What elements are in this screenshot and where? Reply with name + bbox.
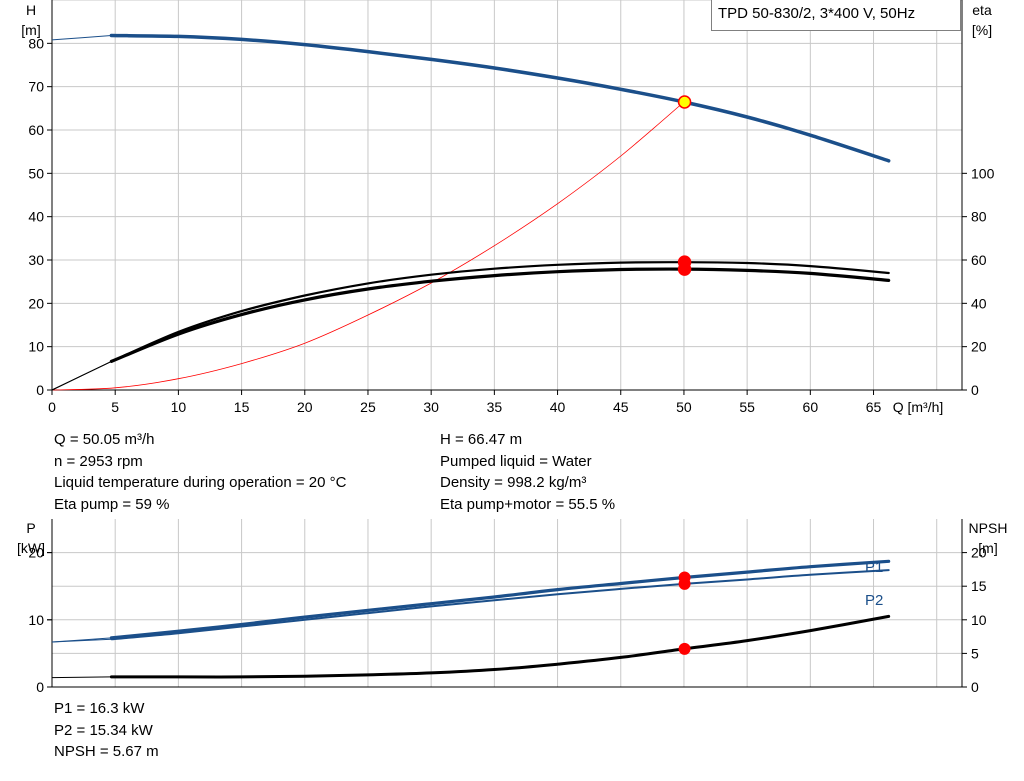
y-tick-label-left: 40 [28, 209, 44, 225]
y-tick-label-right: 40 [971, 295, 987, 311]
x-axis-label: Q [m³/h] [893, 399, 944, 415]
info-line: Density = 998.2 kg/m³ [440, 474, 587, 492]
y-tick-label-right: 20 [971, 339, 987, 355]
y-tick-label-left: 30 [28, 252, 44, 268]
head-curve-line [109, 33, 891, 163]
info-line: H = 66.47 m [440, 431, 523, 448]
p1-curve-line [109, 559, 891, 640]
p2-curve-line-extension [51, 638, 112, 643]
p2-curve-line [110, 569, 890, 641]
npsh-curve-line-extension [51, 676, 112, 679]
info-line: P2 = 15.34 kW [54, 721, 153, 739]
y-tick-label-right: 15 [971, 578, 987, 594]
y-axis-unit-left: [kW] [17, 540, 45, 556]
y-axis-label-right: NPSH [969, 520, 1008, 536]
operating-point-marker [678, 642, 691, 655]
y-tick-label-left: 80 [28, 35, 44, 51]
operating-point-marker [677, 262, 692, 276]
y-axis-unit-right: [m] [978, 540, 997, 556]
npsh-curve-line [109, 614, 891, 679]
eta-pump-curve-line [110, 261, 890, 363]
y-tick-label-right: 100 [971, 165, 995, 181]
y-tick-label-right: 5 [971, 645, 979, 661]
x-tick-label: 0 [48, 399, 56, 415]
x-tick-label: 50 [676, 399, 692, 415]
y-axis-label-right: eta [972, 2, 992, 18]
x-tick-label: 60 [803, 399, 819, 415]
x-tick-label: 15 [234, 399, 250, 415]
y-axis-label-left: P [26, 520, 35, 536]
y-tick-label-left: 50 [28, 165, 44, 181]
y-tick-label-left: 20 [28, 295, 44, 311]
info-line: Q = 50.05 m³/h [54, 431, 155, 448]
eta-total-curve-line [109, 267, 891, 363]
x-tick-label: 5 [111, 399, 119, 415]
y-tick-label-right: 80 [971, 209, 987, 225]
y-tick-label-left: 10 [28, 339, 44, 355]
y-tick-label-right: 10 [971, 612, 987, 628]
top-chart-series [51, 33, 891, 391]
operating-point-marker [678, 577, 691, 590]
info-top-left: Q = 50.05 m³/h n = 2953 rpm Liquid tempe… [54, 429, 346, 516]
x-tick-label: 10 [171, 399, 187, 415]
y-tick-label-right: 0 [971, 382, 979, 398]
y-tick-label-left: 70 [28, 79, 44, 95]
info-line: P1 = 16.3 kW [54, 700, 145, 717]
x-tick-label: 65 [866, 399, 882, 415]
top-chart-operating-points [677, 95, 692, 276]
y-tick-label-right: 0 [971, 679, 979, 695]
p2-series-label: P2 [865, 592, 883, 609]
info-line: n = 2953 rpm [54, 452, 143, 470]
y-tick-label-left: 10 [28, 612, 44, 628]
chart-title: TPD 50-830/2, 3*400 V, 50Hz [718, 5, 916, 22]
y-axis-label-left: H [26, 2, 36, 18]
y-tick-label-right: 60 [971, 252, 987, 268]
y-axis-unit-right: [%] [972, 22, 992, 38]
top-chart-grid [52, 0, 962, 390]
eta-total-curve-line-extension [51, 360, 112, 391]
x-tick-label: 40 [550, 399, 566, 415]
info-line: Liquid temperature during operation = 20… [54, 474, 347, 492]
y-tick-label-left: 0 [36, 679, 44, 695]
y-tick-label-left: 20 [28, 545, 44, 561]
bottom-chart-operating-points [678, 571, 691, 655]
eta-reference-line [51, 101, 685, 391]
y-tick-label-right: 20 [971, 545, 987, 561]
x-tick-label: 30 [423, 399, 439, 415]
info-bottom: P1 = 16.3 kW P2 = 15.34 kW NPSH = 5.67 m [54, 698, 159, 763]
x-tick-label: 25 [360, 399, 376, 415]
x-tick-label: 35 [487, 399, 503, 415]
y-tick-label-left: 0 [36, 382, 44, 398]
chart-title-box: TPD 50-830/2, 3*400 V, 50Hz [711, 0, 961, 31]
x-tick-label: 20 [297, 399, 313, 415]
bottom-chart-grid [52, 519, 962, 687]
bottom-chart-series [51, 559, 891, 679]
info-line: Eta pump+motor = 55.5 % [440, 496, 616, 514]
top-chart-axes: 0 5 10 15 20 25 30 35 40 45 50 55 60 65 Q [m³/h] 0 10 20 3… [21, 0, 995, 415]
x-tick-label: 55 [739, 399, 755, 415]
info-top-right: H = 66.47 m Pumped liquid = Water Densit… [440, 429, 615, 516]
operating-point-marker [677, 95, 692, 109]
head-curve-line-extension [51, 35, 112, 41]
y-axis-unit-left: [m] [21, 22, 40, 38]
x-tick-label: 45 [613, 399, 629, 415]
y-tick-label-left: 60 [28, 122, 44, 138]
info-line: Pumped liquid = Water [440, 452, 592, 470]
info-line: NPSH = 5.67 m [54, 743, 159, 761]
info-line: Eta pump = 59 % [54, 496, 170, 514]
